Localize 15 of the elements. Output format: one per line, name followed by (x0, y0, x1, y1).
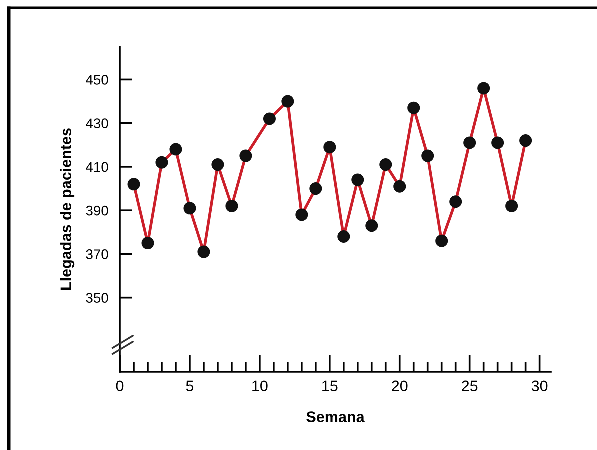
x-tick-label: 15 (322, 380, 338, 392)
y-tick-label: 390 (86, 206, 108, 216)
y-tick-label: 350 (86, 293, 108, 304)
x-axis-title: Semana (306, 412, 365, 422)
y-tick-label: 370 (86, 250, 108, 260)
x-tick-label: 25 (462, 380, 478, 392)
x-tick-label: 10 (252, 380, 268, 392)
y-axis-title: Llegadas de pacientes (60, 128, 75, 290)
y-tick-label: 430 (86, 118, 108, 129)
x-tick-label: 0 (116, 380, 124, 392)
y-tick-label: 450 (86, 75, 108, 85)
y-tick-label: 410 (86, 162, 108, 172)
x-tick-label: 30 (532, 380, 548, 392)
x-tick-label: 20 (392, 380, 408, 392)
x-tick-label: 5 (186, 380, 194, 392)
